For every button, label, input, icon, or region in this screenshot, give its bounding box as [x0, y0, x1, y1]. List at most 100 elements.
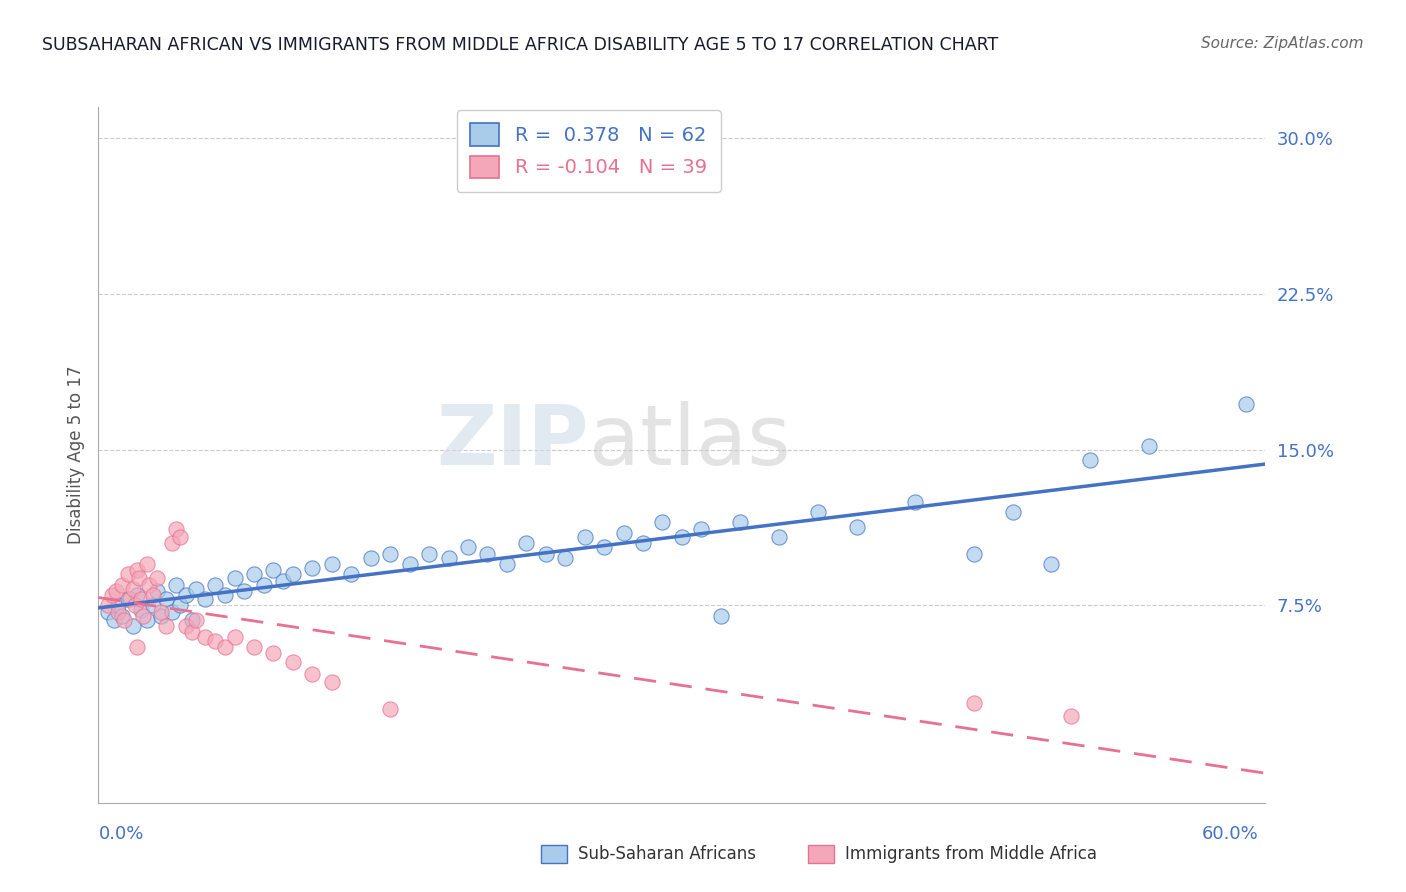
Point: [418, 547, 440, 561]
Point: [127, 563, 149, 577]
Point: [155, 619, 177, 633]
Point: [127, 640, 149, 654]
Point: [165, 578, 187, 592]
Point: [214, 588, 236, 602]
Point: [671, 530, 693, 544]
Point: [180, 625, 202, 640]
Point: [534, 547, 557, 561]
Y-axis label: Disability Age 5 to 17: Disability Age 5 to 17: [66, 366, 84, 544]
Text: Immigrants from Middle Africa: Immigrants from Middle Africa: [845, 845, 1097, 863]
Point: [253, 578, 276, 592]
Point: [962, 696, 984, 710]
Point: [904, 494, 927, 508]
Point: [204, 578, 226, 592]
Point: [340, 567, 363, 582]
Point: [129, 602, 152, 616]
Point: [162, 605, 184, 619]
Point: [97, 605, 120, 619]
Point: [768, 530, 790, 544]
Point: [122, 619, 145, 633]
Point: [97, 599, 120, 613]
Point: [281, 655, 304, 669]
Point: [962, 547, 984, 561]
Point: [613, 525, 636, 540]
Point: [515, 536, 537, 550]
Point: [111, 578, 134, 592]
Point: [128, 572, 150, 586]
Point: [224, 572, 246, 586]
Point: [169, 530, 191, 544]
Point: [142, 599, 165, 613]
Point: [437, 550, 460, 565]
Point: [101, 588, 124, 602]
Point: [243, 640, 266, 654]
Point: [398, 557, 420, 571]
Point: [651, 516, 673, 530]
Point: [204, 633, 226, 648]
Point: [690, 522, 713, 536]
Point: [554, 550, 576, 565]
Point: [262, 646, 284, 660]
Point: [496, 557, 519, 571]
Point: [321, 557, 343, 571]
Point: [457, 541, 479, 555]
Point: [180, 613, 202, 627]
Point: [142, 588, 165, 602]
Point: [710, 608, 733, 623]
Point: [243, 567, 266, 582]
Point: [321, 675, 343, 690]
Point: [138, 578, 160, 592]
Point: [174, 588, 197, 602]
Point: [194, 630, 217, 644]
Point: [136, 613, 159, 627]
Text: ZIP: ZIP: [436, 401, 589, 482]
Point: [162, 536, 184, 550]
Point: [1040, 557, 1063, 571]
Point: [807, 505, 830, 519]
Point: [127, 588, 149, 602]
Point: [146, 584, 169, 599]
Point: [155, 592, 177, 607]
Point: [1001, 505, 1024, 519]
Point: [1080, 453, 1102, 467]
Point: [631, 536, 654, 550]
Point: [846, 519, 869, 533]
Point: [129, 592, 152, 607]
Point: [124, 599, 146, 613]
Point: [194, 592, 217, 607]
Point: [169, 599, 191, 613]
Point: [301, 667, 323, 681]
Point: [112, 613, 135, 627]
Point: [730, 516, 752, 530]
Point: [117, 592, 139, 607]
Text: 60.0%: 60.0%: [1202, 825, 1258, 843]
Point: [360, 550, 382, 565]
Point: [103, 613, 125, 627]
Point: [104, 584, 127, 599]
Point: [271, 574, 294, 588]
Point: [122, 582, 145, 596]
Point: [111, 608, 134, 623]
Text: Sub-Saharan Africans: Sub-Saharan Africans: [578, 845, 756, 863]
Point: [574, 530, 596, 544]
Text: SUBSAHARAN AFRICAN VS IMMIGRANTS FROM MIDDLE AFRICA DISABILITY AGE 5 TO 17 CORRE: SUBSAHARAN AFRICAN VS IMMIGRANTS FROM MI…: [42, 36, 998, 54]
Point: [1137, 439, 1160, 453]
Point: [117, 567, 139, 582]
Point: [174, 619, 197, 633]
Legend: R =  0.378   N = 62, R = -0.104   N = 39: R = 0.378 N = 62, R = -0.104 N = 39: [457, 110, 721, 192]
Point: [380, 547, 402, 561]
Point: [593, 541, 616, 555]
Point: [118, 592, 141, 607]
Point: [184, 582, 207, 596]
Point: [107, 599, 129, 613]
Text: 0.0%: 0.0%: [98, 825, 143, 843]
Point: [214, 640, 236, 654]
Point: [281, 567, 304, 582]
Point: [136, 557, 159, 571]
Point: [1234, 397, 1257, 411]
Point: [233, 584, 256, 599]
Point: [1060, 708, 1083, 723]
Point: [149, 605, 172, 619]
Point: [380, 702, 402, 716]
Point: [132, 608, 155, 623]
